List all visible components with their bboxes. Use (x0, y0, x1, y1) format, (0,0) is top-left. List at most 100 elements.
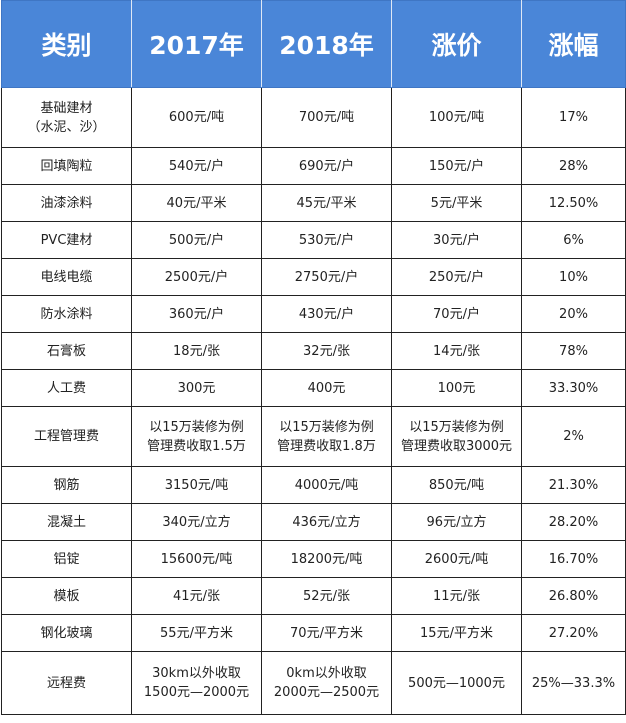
header-rate: 涨幅 (521, 0, 626, 88)
rate-cell: 78% (521, 332, 626, 370)
cell-line: 管理费收取1.8万 (277, 438, 376, 454)
category-cell: 模板 (1, 577, 132, 615)
cell-line: 以15万装修为例 (409, 419, 504, 435)
cell-line: 以15万装修为例 (149, 419, 244, 435)
category-cell: 混凝土 (1, 503, 132, 541)
table-row: 铝锭 15600元/吨 18200元/吨 2600元/吨 16.70% (1, 540, 626, 578)
header-category: 类别 (1, 0, 132, 88)
category-cell: 防水涂料 (1, 295, 132, 333)
price-2017-cell: 600元/吨 (131, 87, 262, 148)
table-row: 石膏板 18元/张 32元/张 14元/张 78% (1, 332, 626, 370)
category-cell: 回填陶粒 (1, 147, 132, 185)
price-2018-cell: 以15万装修为例 管理费收取1.8万 (261, 406, 392, 467)
table-row: 钢化玻璃 55元/平方米 70元/平方米 15元/平方米 27.20% (1, 614, 626, 652)
increase-cell: 96元/立方 (391, 503, 522, 541)
rate-cell: 6% (521, 221, 626, 259)
price-2017-cell: 540元/户 (131, 147, 262, 185)
price-2018-cell: 690元/户 (261, 147, 392, 185)
table-row: 防水涂料 360元/户 430元/户 70元/户 20% (1, 295, 626, 333)
category-cell: 石膏板 (1, 332, 132, 370)
cell-line: 管理费收取1.5万 (147, 438, 246, 454)
increase-cell: 2600元/吨 (391, 540, 522, 578)
price-2017-cell: 300元 (131, 369, 262, 407)
price-2017-cell: 55元/平方米 (131, 614, 262, 652)
table-row: PVC建材 500元/户 530元/户 30元/户 6% (1, 221, 626, 259)
price-2018-cell: 70元/平方米 (261, 614, 392, 652)
price-2017-cell: 30km以外收取 1500元—2000元 (131, 651, 262, 715)
price-2017-cell: 15600元/吨 (131, 540, 262, 578)
table-row: 模板 41元/张 52元/张 11元/张 26.80% (1, 577, 626, 615)
rate-cell: 2% (521, 406, 626, 467)
rate-cell: 28.20% (521, 503, 626, 541)
cell-line: 30km以外收取 (152, 666, 241, 681)
rate-cell: 21.30% (521, 466, 626, 504)
price-2018-cell: 52元/张 (261, 577, 392, 615)
table-row: 远程费 30km以外收取 1500元—2000元 0km以外收取 2000元—250… (1, 651, 626, 715)
category-cell: 油漆涂料 (1, 184, 132, 222)
increase-cell: 850元/吨 (391, 466, 522, 504)
price-2018-cell: 4000元/吨 (261, 466, 392, 504)
rate-cell: 20% (521, 295, 626, 333)
rate-cell: 27.20% (521, 614, 626, 652)
increase-cell: 以15万装修为例 管理费收取3000元 (391, 406, 522, 467)
category-cell: 远程费 (1, 651, 132, 715)
increase-cell: 15元/平方米 (391, 614, 522, 652)
header-row: 类别 2017年 2018年 涨价 涨幅 (1, 0, 626, 88)
rate-cell: 28% (521, 147, 626, 185)
table-row: 油漆涂料 40元/平米 45元/平米 5元/平米 12.50% (1, 184, 626, 222)
cell-line: （水泥、沙） (27, 119, 106, 135)
price-2018-cell: 530元/户 (261, 221, 392, 259)
price-2017-cell: 41元/张 (131, 577, 262, 615)
price-2018-cell: 18200元/吨 (261, 540, 392, 578)
table-row: 电线电缆 2500元/户 2750元/户 250元/户 10% (1, 258, 626, 296)
header-increase: 涨价 (391, 0, 522, 88)
cell-line: 管理费收取3000元 (400, 438, 513, 454)
price-2017-cell: 以15万装修为例 管理费收取1.5万 (131, 406, 262, 467)
price-2018-cell: 700元/吨 (261, 87, 392, 148)
price-2018-cell: 45元/平米 (261, 184, 392, 222)
increase-cell: 5元/平米 (391, 184, 522, 222)
price-2017-cell: 360元/户 (131, 295, 262, 333)
cell-line: 以15万装修为例 (279, 419, 374, 435)
price-2017-cell: 500元/户 (131, 221, 262, 259)
rate-cell: 10% (521, 258, 626, 296)
price-2018-cell: 2750元/户 (261, 258, 392, 296)
category-cell: 工程管理费 (1, 406, 132, 467)
increase-cell: 70元/户 (391, 295, 522, 333)
rate-cell: 33.30% (521, 369, 626, 407)
category-cell: PVC建材 (1, 221, 132, 259)
price-2017-cell: 40元/平米 (131, 184, 262, 222)
table-body: 基础建材 （水泥、沙） 600元/吨 700元/吨 100元/吨 17% 回填陶粒… (1, 87, 626, 715)
rate-cell: 17% (521, 87, 626, 148)
table-row: 工程管理费 以15万装修为例 管理费收取1.5万 以15万装修为例 管理费收取1.8… (1, 406, 626, 467)
rate-cell: 16.70% (521, 540, 626, 578)
price-2018-cell: 0km以外收取 2000元—2500元 (261, 651, 392, 715)
category-cell: 铝锭 (1, 540, 132, 578)
category-cell: 人工费 (1, 369, 132, 407)
increase-cell: 500元—1000元 (391, 651, 522, 715)
table-row: 人工费 300元 400元 100元 33.30% (1, 369, 626, 407)
price-2018-cell: 400元 (261, 369, 392, 407)
category-cell: 基础建材 （水泥、沙） (1, 87, 132, 148)
increase-cell: 30元/户 (391, 221, 522, 259)
rate-cell: 25%—33.3% (521, 651, 626, 715)
price-2018-cell: 430元/户 (261, 295, 392, 333)
cell-line: 1500元—2000元 (143, 685, 250, 700)
increase-cell: 100元/吨 (391, 87, 522, 148)
price-2018-cell: 436元/立方 (261, 503, 392, 541)
increase-cell: 14元/张 (391, 332, 522, 370)
rate-cell: 26.80% (521, 577, 626, 615)
increase-cell: 11元/张 (391, 577, 522, 615)
increase-cell: 150元/户 (391, 147, 522, 185)
category-cell: 钢筋 (1, 466, 132, 504)
increase-cell: 250元/户 (391, 258, 522, 296)
increase-cell: 100元 (391, 369, 522, 407)
header-2017: 2017年 (131, 0, 262, 88)
price-2017-cell: 18元/张 (131, 332, 262, 370)
price-2017-cell: 2500元/户 (131, 258, 262, 296)
category-cell: 钢化玻璃 (1, 614, 132, 652)
rate-cell: 12.50% (521, 184, 626, 222)
price-2018-cell: 32元/张 (261, 332, 392, 370)
cell-line: 2000元—2500元 (273, 685, 380, 700)
